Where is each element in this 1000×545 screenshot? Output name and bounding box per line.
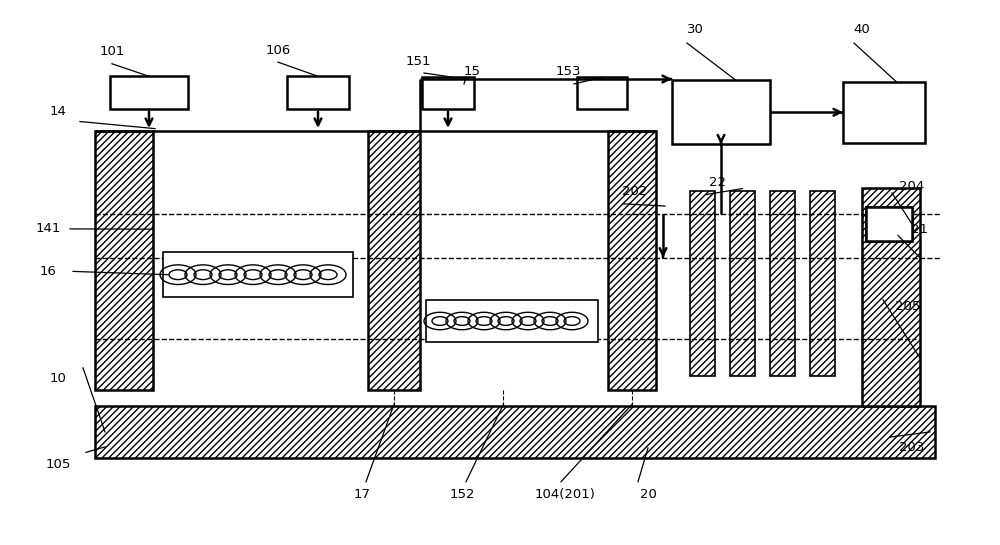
Bar <box>672 80 770 144</box>
Bar <box>110 76 188 109</box>
Bar <box>843 82 925 143</box>
Bar <box>866 207 912 241</box>
Bar <box>810 191 835 376</box>
Text: 203: 203 <box>899 441 925 455</box>
Text: 21: 21 <box>912 223 928 237</box>
Text: 202: 202 <box>622 185 648 198</box>
Text: 153: 153 <box>555 65 581 78</box>
Bar <box>95 131 153 390</box>
Text: 141: 141 <box>35 222 61 235</box>
Bar <box>422 77 474 109</box>
Bar <box>95 406 935 458</box>
Bar <box>770 191 795 376</box>
Text: 104(201): 104(201) <box>535 488 595 501</box>
Text: 22: 22 <box>710 176 726 189</box>
Text: 20: 20 <box>640 488 656 501</box>
Bar <box>608 131 656 390</box>
Bar <box>730 191 755 376</box>
Text: 101: 101 <box>99 45 125 58</box>
Bar <box>287 76 349 109</box>
Text: 30: 30 <box>687 23 703 37</box>
Text: 106: 106 <box>265 44 291 57</box>
Text: 15: 15 <box>464 65 480 78</box>
Bar <box>690 191 715 376</box>
Bar <box>368 131 420 390</box>
Bar <box>862 188 920 406</box>
Bar <box>163 252 353 297</box>
Bar <box>426 300 598 342</box>
Text: 152: 152 <box>449 488 475 501</box>
Text: 10: 10 <box>50 372 66 385</box>
Text: 14: 14 <box>50 105 66 118</box>
Text: 105: 105 <box>45 458 71 471</box>
Text: 17: 17 <box>354 488 370 501</box>
Bar <box>866 207 912 241</box>
Text: 40: 40 <box>854 23 870 37</box>
Text: 204: 204 <box>899 180 925 193</box>
Bar <box>420 131 608 390</box>
Text: 205: 205 <box>895 300 921 313</box>
Bar <box>153 131 368 390</box>
Text: 16: 16 <box>40 265 56 278</box>
Text: 151: 151 <box>405 54 431 68</box>
Bar <box>577 77 627 109</box>
